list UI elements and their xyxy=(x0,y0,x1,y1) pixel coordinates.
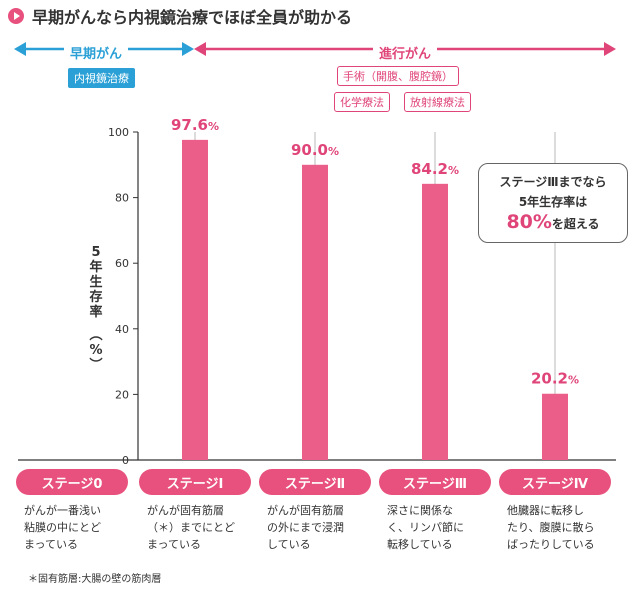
bar xyxy=(542,393,568,460)
stage-description: がんが固有筋層 （＊）までにとど まっている xyxy=(147,504,235,551)
radiotherapy-tag: 放射線療法 xyxy=(404,92,471,112)
bar xyxy=(302,164,328,461)
bar xyxy=(422,183,448,460)
chemotherapy-tag: 化学療法 xyxy=(334,92,390,112)
early-phase-label: 早期がん xyxy=(64,43,129,62)
stage-description: がんが一番浅い 粘膜の中にとど まっている xyxy=(24,504,101,551)
page-title: 早期がんなら内視鏡治療でほぼ全員が助かる xyxy=(32,8,353,27)
bar-value-label: 97.6% xyxy=(171,116,219,134)
callout-highlight: 80% xyxy=(506,211,552,233)
stage-pill: ステージⅠ xyxy=(139,469,251,495)
callout-line2: 5年生存率は xyxy=(518,195,588,209)
advanced-phase-label: 進行がん xyxy=(373,43,438,62)
callout-line1: ステージⅢまでなら xyxy=(499,175,607,189)
bar-value-label: 20.2% xyxy=(531,370,579,388)
y-tick-label: 60 xyxy=(115,257,129,270)
endoscopic-treatment-tag: 内視鏡治療 xyxy=(68,68,135,88)
stage-description: 深さに関係な く、リンパ節に 転移している xyxy=(387,504,464,551)
bar-value-label: 90.0% xyxy=(291,141,339,159)
header: 早期がんなら内視鏡治療でほぼ全員が助かる xyxy=(8,5,352,27)
callout-tail: を超える xyxy=(551,217,600,231)
stage-pill: ステージⅢ xyxy=(379,469,491,495)
surgery-tag: 手術（開腹、腹腔鏡） xyxy=(337,66,459,86)
callout-box: ステージⅢまでなら 5年生存率は 80%を超える xyxy=(478,163,628,243)
bar-value-label: 84.2% xyxy=(411,160,459,178)
stage-pill: ステージ0 xyxy=(16,469,128,495)
stage-pill: ステージⅡ xyxy=(259,469,371,495)
y-tick-label: 100 xyxy=(108,126,129,139)
y-tick-label: 20 xyxy=(115,388,129,401)
y-tick-label: 80 xyxy=(115,192,129,205)
stage-description: がんが固有筋層 の外にまで浸潤 している xyxy=(267,504,344,551)
y-axis-label: 5 年生存率 ︵% ︶ xyxy=(89,245,103,373)
footnote: ＊固有筋層:大腸の壁の筋肉層 xyxy=(28,574,162,585)
y-tick-label: 40 xyxy=(115,323,129,336)
y-tick-label: 0 xyxy=(122,454,129,467)
stage-description: 他臓器に転移し たり、腹膜に散ら ばったりしている xyxy=(507,504,595,551)
play-icon xyxy=(8,8,24,24)
bar xyxy=(182,139,208,460)
stage-pill: ステージⅣ xyxy=(499,469,611,495)
